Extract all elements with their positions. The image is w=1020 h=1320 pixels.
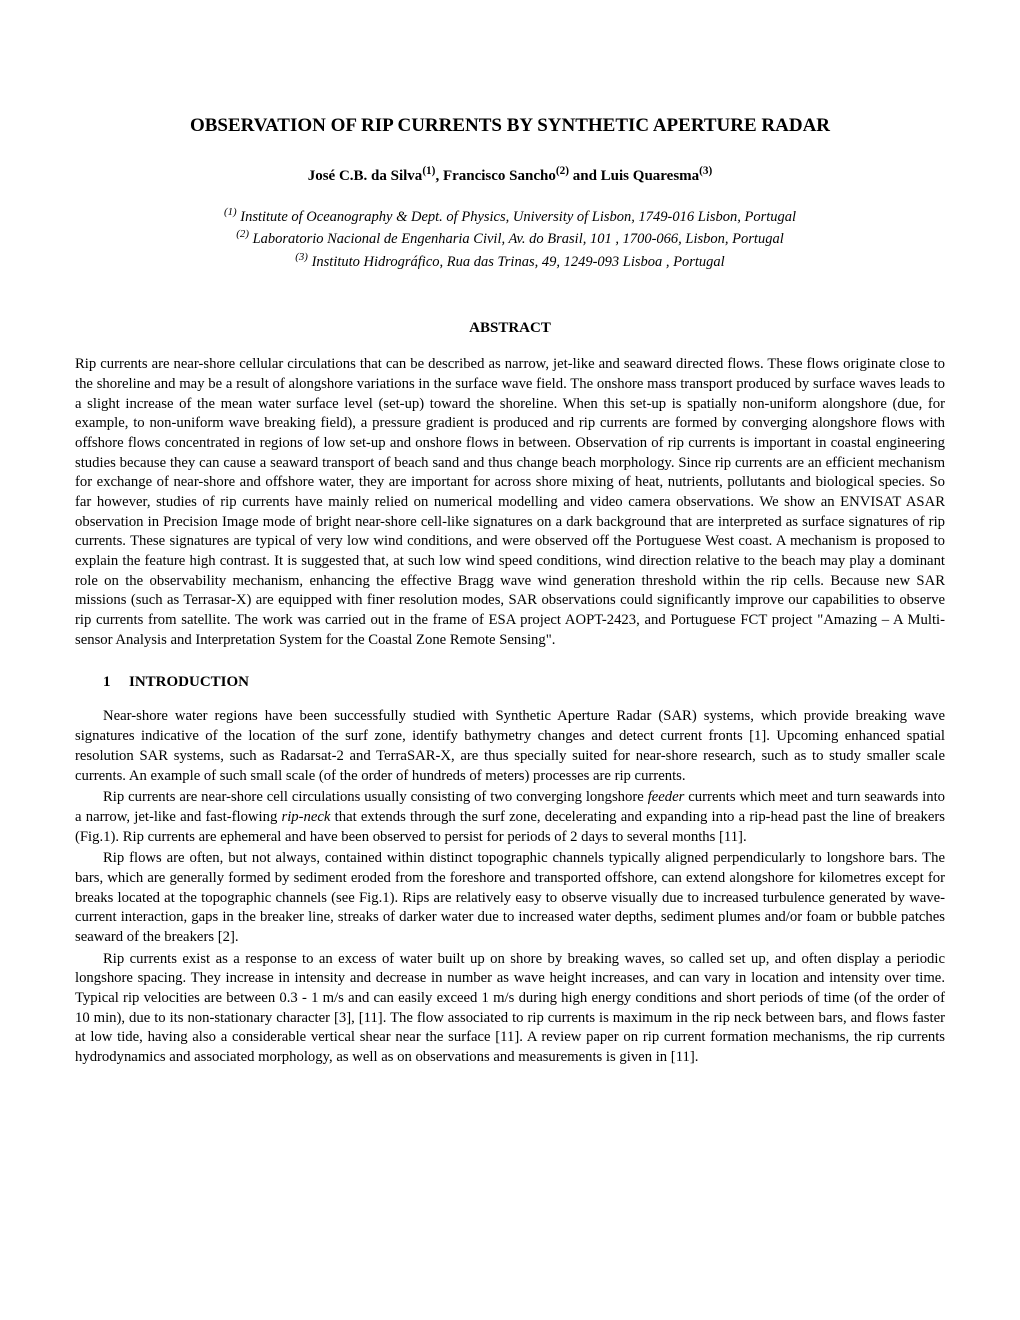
- section-number: 1: [103, 674, 129, 691]
- page: OBSERVATION OF RIP CURRENTS BY SYNTHETIC…: [0, 0, 1020, 1320]
- abstract-body: Rip currents are near-shore cellular cir…: [75, 355, 945, 650]
- intro-paragraph-2: Rip currents are near-shore cell circula…: [75, 788, 945, 847]
- intro-paragraph-1: Near-shore water regions have been succe…: [75, 707, 945, 786]
- section-heading-introduction: 1INTRODUCTION: [103, 674, 945, 691]
- paper-title: OBSERVATION OF RIP CURRENTS BY SYNTHETIC…: [75, 115, 945, 137]
- affiliation-2: (2) Laboratorio Nacional de Engenharia C…: [75, 227, 945, 249]
- section-title: INTRODUCTION: [129, 674, 249, 690]
- abstract-heading: ABSTRACT: [75, 320, 945, 337]
- affiliation-3: (3) Instituto Hidrográfico, Rua das Trin…: [75, 250, 945, 272]
- paper-authors: José C.B. da Silva(1), Francisco Sancho(…: [75, 165, 945, 185]
- intro-paragraph-3: Rip flows are often, but not always, con…: [75, 849, 945, 947]
- affiliations: (1) Institute of Oceanography & Dept. of…: [75, 205, 945, 272]
- affiliation-1: (1) Institute of Oceanography & Dept. of…: [75, 205, 945, 227]
- intro-paragraph-4: Rip currents exist as a response to an e…: [75, 950, 945, 1068]
